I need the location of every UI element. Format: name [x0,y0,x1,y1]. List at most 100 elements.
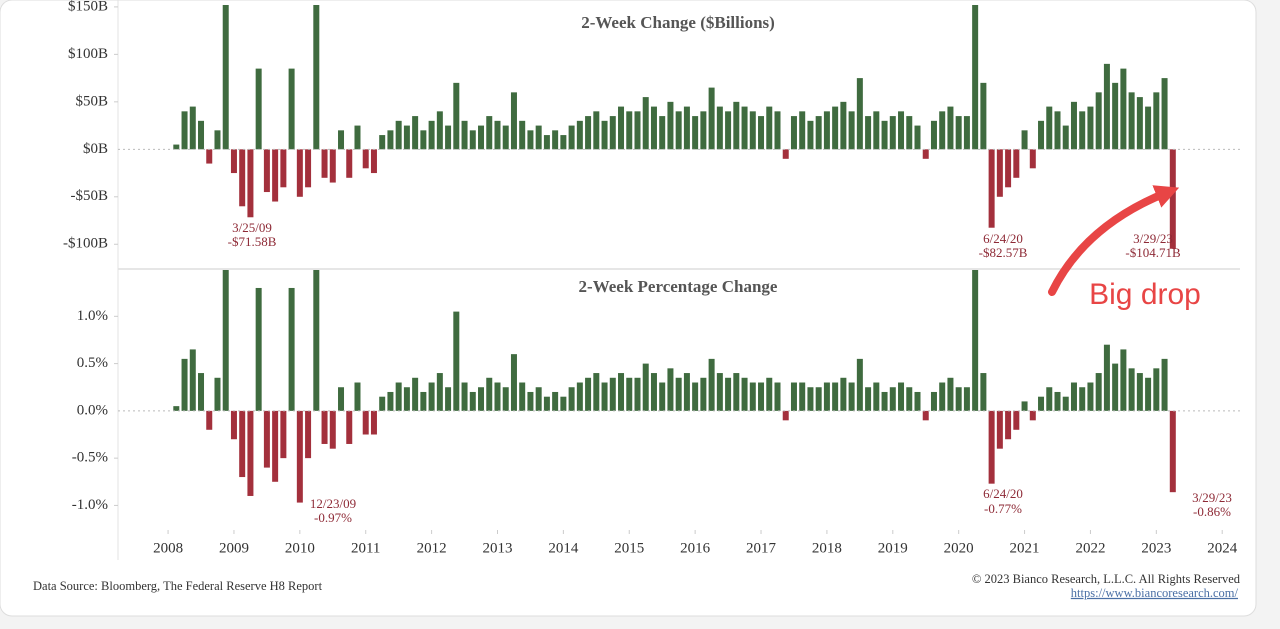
card [0,0,1257,617]
bar [947,106,954,150]
bar [930,120,937,150]
annotation: -0.86% [1193,504,1231,519]
bar [906,387,913,411]
bar [412,116,419,150]
bar [980,82,987,150]
bar [725,111,732,150]
bar [346,410,353,444]
bar [428,120,435,150]
bar [856,78,863,150]
bar [478,125,485,150]
bar [1005,149,1012,188]
bar [856,358,863,411]
bar [650,373,657,411]
bar [173,144,180,150]
bar [296,410,303,503]
bar [478,387,485,411]
bar [922,149,929,159]
bar [469,391,476,411]
title-bg [560,12,796,36]
bar [774,111,781,150]
bar [1095,373,1102,411]
url[interactable]: https://www.biancoresearch.com/ [1071,586,1239,600]
bar [338,130,345,150]
bar [494,382,501,411]
bar [1070,382,1077,411]
bar [749,111,756,150]
bar [189,349,196,411]
bar [848,382,855,411]
bar [930,391,937,411]
annotation: 3/25/09 [232,220,272,235]
y-tick-label: 0.5% [77,355,108,371]
bar [206,410,213,430]
bar [313,5,320,150]
bar [963,387,970,411]
bar [1087,382,1094,411]
bar [263,149,270,193]
bar [230,410,237,440]
bar [403,125,410,150]
annotation: -$104.71B [1125,245,1181,260]
bar [807,120,814,150]
bar [222,270,229,411]
bar [609,116,616,150]
x-tick-label: 2012 [417,540,447,556]
y-tick-label: 1.0% [77,308,108,324]
bar [1013,410,1020,430]
bar [873,382,880,411]
callout: Big drop [1089,278,1201,311]
bar [560,396,567,411]
bar [766,377,773,411]
y-tick-label: $0B [83,141,108,157]
bar [823,382,830,411]
bar [988,149,995,228]
bar [667,368,674,411]
bar [972,270,979,411]
bar [889,116,896,150]
bar [305,149,312,188]
bar [568,387,575,411]
bar [436,111,443,150]
bar [1169,410,1176,493]
bar [1029,410,1036,421]
bar [585,377,592,411]
annotation: 3/29/23 [1192,490,1232,505]
y-tick-label: -$50B [71,188,109,204]
bar [601,120,608,150]
bar [914,125,921,150]
bar [420,391,427,411]
bar [634,111,641,150]
bar [362,149,369,169]
x-tick-label: 2022 [1075,540,1105,556]
bar [609,377,616,411]
panel-bars [173,270,1176,503]
bar [552,130,559,150]
bar [865,387,872,411]
bar [708,87,715,150]
bar [346,149,353,178]
bar [906,116,913,150]
x-tick-label: 2024 [1207,540,1238,556]
bar [395,120,402,150]
bar [1161,358,1168,411]
bar [898,111,905,150]
bar [1145,106,1152,150]
bar [1153,368,1160,411]
bar [354,125,361,150]
bar [1153,92,1160,150]
bar [865,116,872,150]
bar [700,111,707,150]
bar [403,387,410,411]
bar [519,120,526,150]
x-tick-label: 2013 [482,540,512,556]
bar [1136,373,1143,411]
bar [1062,125,1069,150]
x-tick-label: 2020 [944,540,974,556]
bar [758,116,765,150]
bar [642,363,649,411]
annotation: 12/23/09 [310,496,356,511]
bar [642,97,649,150]
bar [321,149,328,178]
